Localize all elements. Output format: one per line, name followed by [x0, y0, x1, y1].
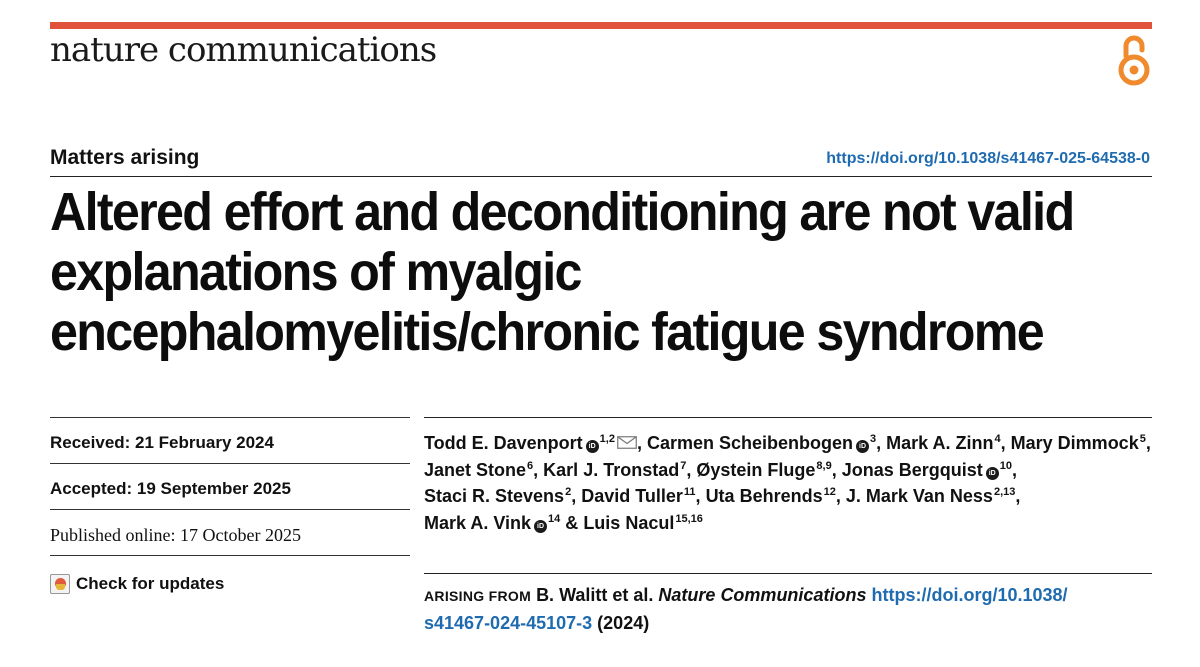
author-affiliation: 7: [680, 459, 687, 472]
article-type-label: Matters arising: [50, 146, 200, 169]
author[interactable]: Mary Dimmock5: [1011, 433, 1146, 453]
author-affiliation: 11: [683, 486, 696, 498]
author-name: Luis Nacul: [583, 512, 675, 533]
authors-divider: [424, 417, 1152, 418]
orcid-icon[interactable]: iD: [534, 519, 548, 533]
author-name: Janet Stone: [424, 459, 527, 480]
author-affiliation: 4: [994, 433, 1001, 445]
author-name: David Tuller: [581, 486, 683, 506]
accepted-date: Accepted: 19 September 2025: [50, 463, 410, 509]
author[interactable]: J. Mark Van Ness2,13: [846, 486, 1016, 506]
check-for-updates-button[interactable]: Check for updates: [50, 555, 410, 601]
published-date: Published online: 17 October 2025: [50, 509, 410, 555]
author-affiliation: 10: [999, 459, 1012, 472]
check-updates-icon: [50, 574, 70, 594]
arising-from-label: ARISING FROM: [424, 588, 532, 604]
author[interactable]: Luis Nacul15,16: [583, 513, 703, 533]
article-title: Altered effort and deconditioning are no…: [50, 182, 1075, 362]
author[interactable]: Uta Behrends12: [706, 486, 836, 506]
arising-from-year: (2024): [597, 612, 650, 633]
author-affiliation: 2: [565, 486, 572, 498]
author-affiliation: 5: [1139, 433, 1146, 445]
author-affiliation: 6: [527, 459, 534, 472]
author-list: Todd E. Davenport iD1,2, Carmen Scheibenb…: [424, 433, 1151, 533]
author-affiliation: 1,2: [599, 433, 615, 445]
arising-divider: [424, 573, 1152, 574]
author-name: Mark A. Vink: [424, 512, 532, 533]
orcid-icon[interactable]: iD: [585, 440, 599, 453]
author-name: J. Mark Van Ness: [845, 486, 993, 506]
author-affiliation: 14: [548, 512, 561, 525]
arising-from-doi-link[interactable]: https://doi.org/10.1038/s41467-024-45107…: [424, 585, 1068, 633]
arising-from-journal: Nature Communications: [658, 585, 867, 605]
author-name: Staci R. Stevens: [424, 486, 565, 506]
author-name: Karl J. Tronstad: [543, 459, 680, 480]
received-date: Received: 21 February 2024: [50, 417, 410, 463]
author-name: Carmen Scheibenbogen: [646, 433, 854, 453]
header-divider: [50, 176, 1152, 177]
author[interactable]: Janet Stone6: [424, 460, 533, 480]
journal-name: nature communications: [50, 30, 437, 70]
author[interactable]: Mark A. Zinn4: [886, 433, 1000, 453]
author-affiliation: 3: [870, 433, 877, 445]
author[interactable]: David Tuller11: [581, 486, 695, 506]
author-affiliation: 15,16: [675, 512, 703, 525]
author[interactable]: Todd E. Davenport iD1,2: [424, 433, 637, 453]
author-name: Øystein Fluge: [696, 459, 816, 480]
orcid-icon[interactable]: iD: [856, 440, 870, 453]
author[interactable]: Carmen Scheibenbogen iD3: [647, 433, 876, 453]
email-icon[interactable]: [617, 436, 637, 449]
arising-from-authors: B. Walitt et al.: [536, 585, 654, 605]
author-name: Jonas Bergquist: [841, 459, 983, 480]
publication-dates: Received: 21 February 2024 Accepted: 19 …: [50, 417, 410, 601]
author[interactable]: Staci R. Stevens2: [424, 486, 571, 506]
author[interactable]: Øystein Fluge8,9: [696, 460, 831, 480]
article-doi-link[interactable]: https://doi.org/10.1038/s41467-025-64538…: [826, 150, 1150, 167]
check-updates-label: Check for updates: [76, 574, 225, 593]
author-name: Uta Behrends: [705, 486, 823, 506]
author-name: Mary Dimmock: [1010, 433, 1139, 453]
arising-from: ARISING FROM B. Walitt et al. Nature Com…: [424, 582, 1152, 636]
author-affiliation: 12: [823, 486, 836, 498]
author[interactable]: Karl J. Tronstad7: [543, 460, 686, 480]
author-name: Mark A. Zinn: [886, 433, 994, 453]
author-affiliation: 2,13: [993, 486, 1016, 498]
orcid-icon[interactable]: iD: [985, 466, 999, 480]
author[interactable]: Jonas Bergquist iD10: [842, 460, 1012, 480]
journal-accent-bar: [50, 22, 1152, 29]
author[interactable]: Mark A. Vink iD14: [424, 513, 560, 533]
open-access-lock-icon: [1118, 35, 1150, 86]
author-name: Todd E. Davenport: [424, 433, 583, 453]
author-affiliation: 8,9: [816, 459, 832, 472]
